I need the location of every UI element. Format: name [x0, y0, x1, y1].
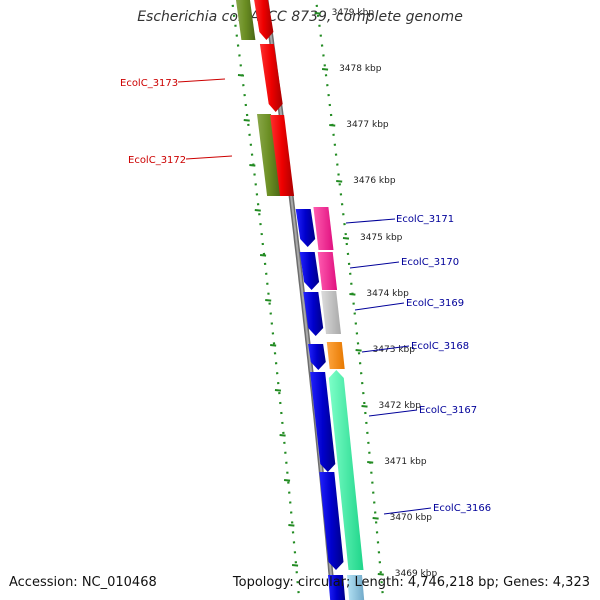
- right-tick: [314, 12, 321, 15]
- left-tick: [237, 74, 245, 77]
- scale-label: 3470 kbp: [390, 513, 433, 523]
- scale-label: 3478 kbp: [339, 64, 382, 74]
- gene-block-blue-3170: [299, 252, 320, 290]
- gene-block-red-top: [254, 0, 274, 40]
- gene-block-green-3167: [328, 370, 364, 570]
- gene-leader-line: [177, 78, 226, 83]
- scale-label: 3476 kbp: [353, 176, 396, 186]
- gene-leader-line: [383, 507, 432, 515]
- scale-label: 3477 kbp: [346, 120, 389, 130]
- left-tick: [288, 524, 295, 527]
- gene-leader-line: [354, 302, 405, 311]
- gene-label: EcolC_3173: [120, 78, 178, 89]
- gene-block-ecolc3172: [257, 114, 282, 196]
- right-dotted-track: [314, 0, 385, 600]
- gene-label: EcolC_3170: [401, 257, 459, 268]
- gene-label: EcolC_3167: [419, 405, 477, 416]
- left-tick: [279, 434, 286, 437]
- right-tick: [336, 180, 343, 183]
- gene-block-blue-3166: [319, 472, 344, 570]
- gene-block-blue-3171: [295, 209, 316, 247]
- gene-block-lightblue: [347, 575, 365, 600]
- left-tick: [270, 344, 277, 347]
- gene-label: EcolC_3169: [406, 298, 464, 309]
- gene-leader-line: [361, 345, 410, 353]
- left-tick: [283, 479, 291, 482]
- left-dotted-track: [230, 0, 301, 600]
- left-tick: [274, 389, 282, 392]
- left-tick: [249, 164, 256, 167]
- accession-text: Accession: NC_010468: [9, 575, 157, 590]
- scale-label: 3471 kbp: [384, 457, 427, 467]
- right-tick: [355, 349, 362, 352]
- left-tick: [243, 119, 250, 122]
- gene-leader-line: [349, 261, 400, 269]
- gene-block-blue-bottom: [328, 575, 346, 600]
- right-tick: [342, 237, 350, 240]
- gene-block-blue-3167: [310, 372, 336, 472]
- gene-label: EcolC_3168: [411, 341, 469, 352]
- gene-label: EcolC_3171: [396, 214, 454, 225]
- right-tick: [329, 124, 336, 127]
- gene-label: EcolC_3172: [128, 155, 186, 166]
- right-tick: [321, 68, 329, 71]
- gene-block-olive: [235, 0, 256, 40]
- left-tick: [265, 299, 272, 302]
- scale-label: 3474 kbp: [366, 289, 409, 299]
- gene-block-ecolc3173: [259, 44, 283, 112]
- scale-label: 3472 kbp: [379, 401, 422, 411]
- gene-leader-line: [368, 409, 418, 417]
- left-tick: [259, 254, 267, 257]
- gene-label: EcolC_3166: [433, 503, 491, 514]
- map-title: Escherichia coli ATCC 8739, complete gen…: [137, 9, 463, 25]
- scale-label: 3475 kbp: [360, 233, 403, 243]
- left-tick: [254, 209, 261, 212]
- scale-label: 3469 kbp: [395, 569, 438, 579]
- gene-leader-line: [185, 155, 233, 160]
- gene-block-blue-3168: [308, 344, 326, 370]
- gene-block-blue-3169: [303, 292, 324, 336]
- genome-summary-text: Topology: circular; Length: 4,746,218 bp…: [232, 575, 590, 590]
- right-tick: [372, 517, 379, 520]
- gene-block-gray-3169: [321, 291, 341, 334]
- right-tick: [349, 293, 356, 296]
- left-tick: [291, 564, 299, 567]
- gene-leader-line: [345, 218, 396, 224]
- scale-label: 3473 kbp: [373, 345, 416, 355]
- gene-block-orange-3168: [326, 342, 345, 369]
- gene-block-pink-3171: [313, 207, 334, 250]
- gene-block-red: [270, 115, 295, 196]
- gene-block-pink-3170: [317, 252, 338, 290]
- right-tick: [377, 573, 384, 576]
- scale-label: 3479 kbp: [332, 8, 375, 18]
- right-tick: [361, 405, 368, 408]
- right-tick: [367, 461, 374, 464]
